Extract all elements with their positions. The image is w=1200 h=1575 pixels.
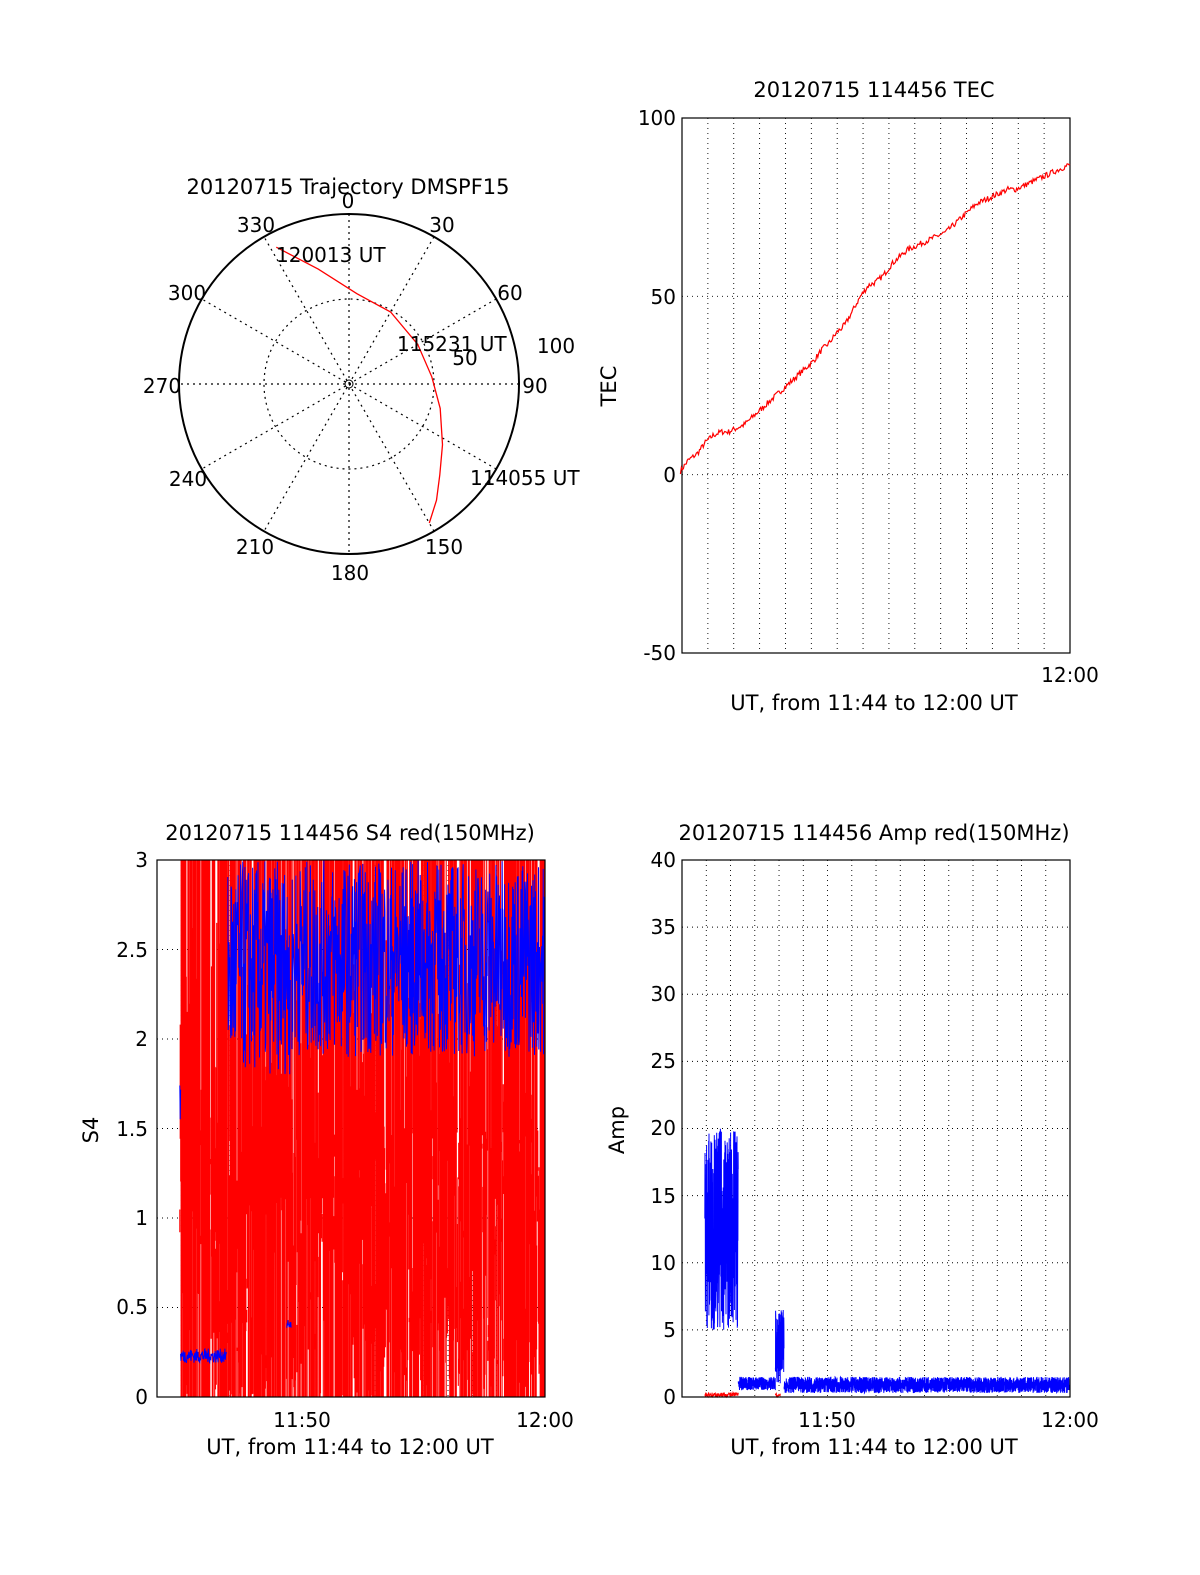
amp-xtick-1150: 11:50 <box>798 1408 856 1432</box>
s4-blue-trace <box>227 861 291 1075</box>
amp-blue-trace <box>704 1128 739 1330</box>
angle-label-150: 150 <box>425 535 463 559</box>
amp-red-series <box>704 1390 781 1399</box>
s4-plot-frame <box>156 859 546 1398</box>
s4-ytick-3: 3 <box>135 848 148 872</box>
amp-blue-trace <box>737 1376 776 1391</box>
s4-xtick-1150: 11:50 <box>273 1408 331 1432</box>
trajectory-polar-plot: 20120715 Trajectory DMSPF15 0 30 60 90 1… <box>143 175 580 585</box>
amp-ytick-5: 5 <box>663 1318 676 1342</box>
s4-ytick-2: 2 <box>135 1027 148 1051</box>
amp-red-trace <box>704 1390 739 1399</box>
trajectory-start-label: 114055 UT <box>470 466 580 490</box>
tec-title: 20120715 114456 TEC <box>753 78 994 102</box>
trajectory-title: 20120715 Trajectory DMSPF15 <box>186 175 509 199</box>
amp-ytick-30: 30 <box>651 982 676 1006</box>
amp-xlabel: UT, from 11:44 to 12:00 UT <box>730 1435 1018 1459</box>
s4-blue-series <box>179 860 545 1365</box>
s4-ytick-0: 0 <box>135 1385 148 1409</box>
s4-red-series <box>179 860 545 1397</box>
amp-ytick-10: 10 <box>651 1251 676 1275</box>
radial-label-50: 50 <box>452 346 477 370</box>
angle-label-270: 270 <box>143 374 181 398</box>
polar-center <box>344 379 354 389</box>
angle-label-210: 210 <box>236 535 274 559</box>
s4-red-trace <box>179 860 545 1397</box>
tec-chart: 20120715 114456 TEC 100 50 0 -50 12:00 U… <box>597 78 1099 715</box>
s4-ytick-2.5: 2.5 <box>116 938 148 962</box>
amp-chart: 20120715 114456 Amp red(150MHz) 40 35 30… <box>605 821 1099 1459</box>
s4-xlabel: UT, from 11:44 to 12:00 UT <box>206 1435 494 1459</box>
angle-label-60: 60 <box>497 281 522 305</box>
s4-chart: 20120715 114456 S4 red(150MHz) 3 2.5 2 1… <box>79 821 574 1459</box>
angle-label-30: 30 <box>429 213 454 237</box>
s4-blue-trace <box>180 1347 227 1365</box>
amp-gridlines <box>682 860 1070 1397</box>
tec-plot-frame <box>681 117 1071 654</box>
radial-label-100: 100 <box>537 334 575 358</box>
s4-ylabel: S4 <box>79 1117 103 1144</box>
tec-series-line <box>679 163 1071 475</box>
amp-ytick-25: 25 <box>651 1049 676 1073</box>
s4-title: 20120715 114456 S4 red(150MHz) <box>165 821 535 845</box>
tec-gridlines <box>682 118 1070 653</box>
amp-ytick-15: 15 <box>651 1184 676 1208</box>
angle-label-180: 180 <box>331 561 369 585</box>
tec-ytick-100: 100 <box>638 106 676 130</box>
tec-ytick-50: 50 <box>651 285 676 309</box>
angle-label-0: 0 <box>342 189 355 213</box>
amp-xtick-1200: 12:00 <box>1041 1408 1099 1432</box>
s4-ytick-0.5: 0.5 <box>116 1295 148 1319</box>
amp-plot-frame <box>681 859 1071 1398</box>
s4-blue-trace <box>291 860 545 1057</box>
amp-blue-trace <box>774 1309 785 1384</box>
s4-blue-trace <box>179 1085 182 1120</box>
amp-blue-trace <box>783 1375 1071 1395</box>
amp-ytick-20: 20 <box>651 1116 676 1140</box>
amp-ytick-35: 35 <box>651 915 676 939</box>
polar-spoke <box>263 236 435 532</box>
amp-ylabel: Amp <box>605 1106 629 1154</box>
s4-blue-trace <box>286 1320 292 1328</box>
angle-label-90: 90 <box>522 374 547 398</box>
s4-xtick-1200: 12:00 <box>516 1408 574 1432</box>
polar-spokes <box>179 214 519 554</box>
trajectory-line <box>275 246 444 524</box>
trajectory-end-label: 120013 UT <box>276 243 386 267</box>
angle-label-330: 330 <box>237 213 275 237</box>
angle-label-240: 240 <box>169 467 207 491</box>
s4-ytick-1: 1 <box>135 1206 148 1230</box>
trajectory-mid-label: 115231 UT <box>397 332 507 356</box>
amp-blue-series <box>704 1128 1071 1395</box>
tec-ytick-minus50: -50 <box>643 641 676 665</box>
amp-ytick-40: 40 <box>651 848 676 872</box>
tec-ylabel: TEC <box>597 366 621 408</box>
amp-ytick-0: 0 <box>663 1385 676 1409</box>
amp-title: 20120715 114456 Amp red(150MHz) <box>678 821 1069 845</box>
tec-xtick-1200: 12:00 <box>1041 663 1099 687</box>
tec-ytick-0: 0 <box>663 463 676 487</box>
tec-xlabel: UT, from 11:44 to 12:00 UT <box>730 691 1018 715</box>
angle-label-300: 300 <box>168 281 206 305</box>
s4-ytick-1.5: 1.5 <box>116 1117 148 1141</box>
